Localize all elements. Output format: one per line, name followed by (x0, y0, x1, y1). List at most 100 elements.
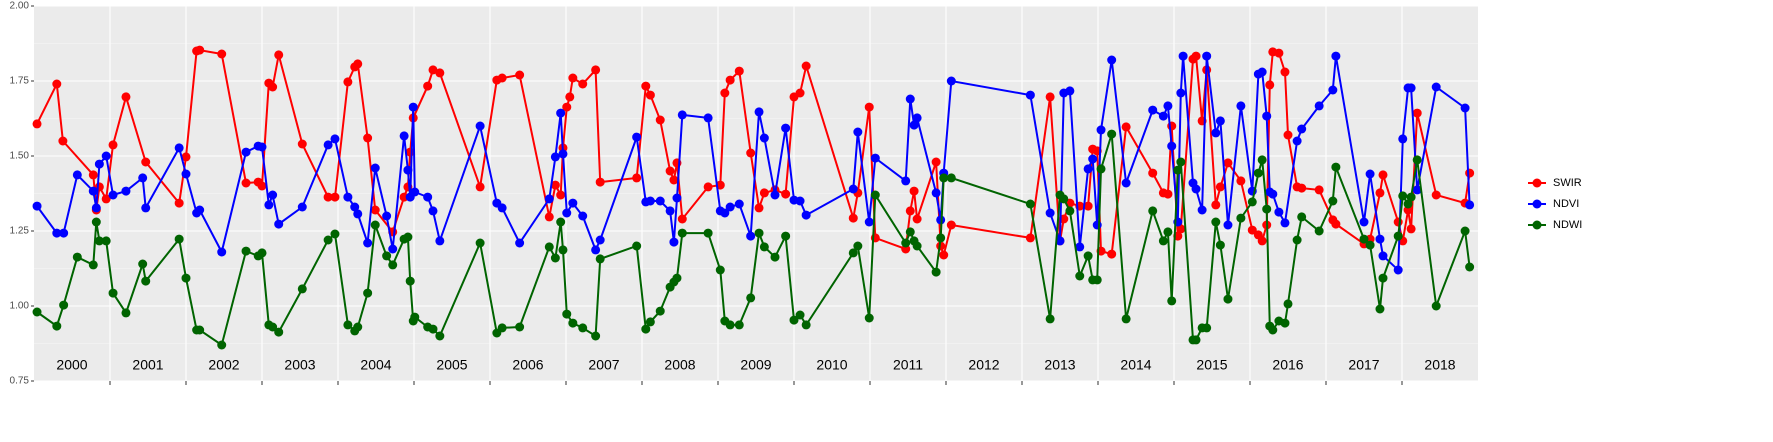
point (1173, 165, 1183, 175)
point (1314, 226, 1324, 236)
point (1393, 265, 1403, 275)
point (754, 107, 764, 117)
point (1059, 194, 1069, 204)
point (1176, 88, 1186, 98)
point (703, 182, 713, 192)
point (1274, 48, 1284, 58)
point (1083, 201, 1093, 211)
point (1365, 240, 1375, 250)
point (1215, 182, 1225, 192)
point (88, 260, 98, 270)
point (1107, 129, 1117, 139)
point (720, 88, 730, 98)
point (268, 322, 278, 332)
point (909, 120, 919, 130)
point (595, 235, 605, 245)
point (1280, 67, 1290, 77)
point (241, 246, 251, 256)
point (853, 241, 863, 251)
point (343, 77, 353, 87)
point (108, 140, 118, 150)
point (703, 113, 713, 123)
x-tick-label: 2012 (968, 357, 999, 373)
point (870, 153, 880, 163)
point (669, 237, 679, 247)
point (544, 242, 554, 252)
point (343, 320, 353, 330)
point (217, 247, 227, 257)
point (1065, 206, 1075, 216)
point (801, 61, 811, 71)
x-tick-label: 2008 (664, 357, 695, 373)
point (912, 113, 922, 123)
point (1083, 164, 1093, 174)
point (59, 228, 69, 238)
point (565, 92, 575, 102)
point (848, 184, 858, 194)
point (1280, 218, 1290, 228)
point (174, 234, 184, 244)
point (1107, 55, 1117, 65)
x-tick-label: 2014 (1120, 357, 1151, 373)
point (864, 217, 874, 227)
point (754, 203, 764, 213)
point (1297, 124, 1307, 134)
point (789, 315, 799, 325)
point (1148, 206, 1158, 216)
point (297, 139, 307, 149)
point (725, 202, 735, 212)
point (1092, 275, 1102, 285)
point (382, 211, 392, 221)
point (370, 220, 380, 230)
point (1247, 225, 1257, 235)
point (759, 133, 769, 143)
point (1211, 200, 1221, 210)
point (363, 133, 373, 143)
point (121, 186, 131, 196)
x-tick-label: 2002 (208, 357, 239, 373)
x-tick-label: 2004 (360, 357, 391, 373)
point (141, 203, 151, 213)
point (1202, 323, 1212, 333)
point (1096, 125, 1106, 135)
point (556, 217, 566, 227)
point (353, 322, 363, 332)
point (715, 265, 725, 275)
point (641, 81, 651, 91)
x-tick-label: 2010 (816, 357, 847, 373)
point (905, 94, 915, 104)
point (1236, 213, 1246, 223)
point (746, 231, 756, 241)
point (734, 199, 744, 209)
point (578, 79, 588, 89)
point (399, 131, 409, 141)
point (1412, 155, 1422, 165)
point (795, 196, 805, 206)
point (734, 320, 744, 330)
point (1178, 51, 1188, 61)
point (645, 196, 655, 206)
point (1167, 141, 1177, 151)
point (550, 180, 560, 190)
point (58, 136, 68, 146)
y-tick-label: 1.00 (10, 301, 30, 312)
point (108, 288, 118, 298)
point (848, 213, 858, 223)
point (88, 186, 98, 196)
point (558, 149, 568, 159)
point (1465, 200, 1475, 210)
point (408, 102, 418, 112)
point (1359, 234, 1369, 244)
point (1280, 318, 1290, 328)
point (1211, 128, 1221, 138)
point (550, 152, 560, 162)
point (101, 194, 111, 204)
point (672, 273, 682, 283)
point (1378, 251, 1388, 261)
point (1176, 224, 1186, 234)
point (1283, 130, 1293, 140)
point (568, 318, 578, 328)
point (725, 320, 735, 330)
point (241, 178, 251, 188)
point (1378, 170, 1388, 180)
